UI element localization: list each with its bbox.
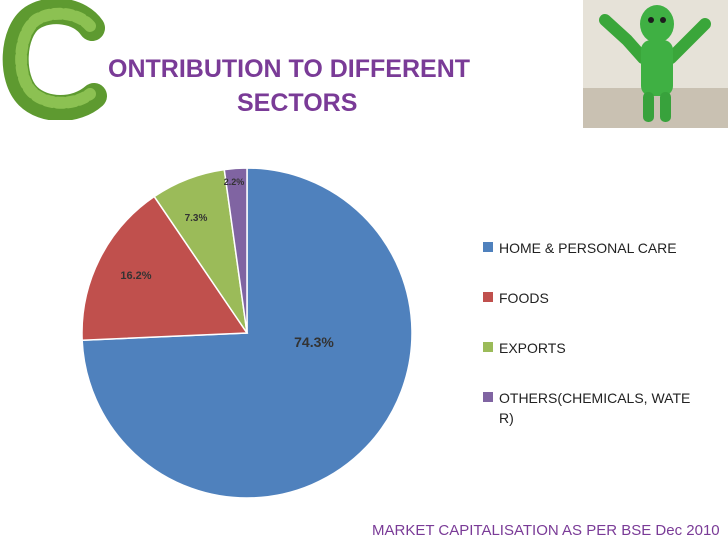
- data-label-2: 7.3%: [185, 213, 208, 224]
- legend-swatch-exports: [483, 342, 493, 352]
- clay-figure-image: [583, 0, 728, 128]
- pie-slices: [81, 167, 413, 499]
- pie-slice-others-chemicals-water: [223, 167, 248, 334]
- pie-slice-labels: 74.3% 16.2% 7.3% 2.2%: [120, 177, 334, 350]
- legend-label-exports: EXPORTS: [499, 340, 566, 356]
- data-label-1: 16.2%: [120, 270, 151, 282]
- title-line-1: ONTRIBUTION TO DIFFERENT: [108, 55, 471, 83]
- legend-label-others-line-1: OTHERS(CHEMICALS, WATE: [499, 390, 691, 406]
- legend-label-foods: FOODS: [499, 290, 549, 306]
- legend-label-home-personal-care: HOME & PERSONAL CARE: [499, 240, 677, 256]
- legend-swatch-others: [483, 392, 493, 402]
- title-line-2: SECTORS: [237, 89, 358, 117]
- footer-caption: MARKET CAPITALISATION AS PER BSE Dec 201…: [372, 522, 720, 539]
- data-label-3: 2.2%: [224, 177, 245, 187]
- legend-swatch-home-personal-care: [483, 242, 493, 252]
- leaf-letter-c-logo: [2, 0, 107, 120]
- data-label-0: 74.3%: [294, 334, 334, 350]
- legend-swatch-foods: [483, 292, 493, 302]
- legend-label-others: OTHERS(CHEMICALS, WATE R): [499, 388, 699, 428]
- pie-slice-foods: [81, 195, 249, 342]
- page-title: ONTRIBUTION TO DIFFERENT SECTORS: [108, 52, 488, 120]
- legend-label-others-line-2: R): [499, 410, 514, 426]
